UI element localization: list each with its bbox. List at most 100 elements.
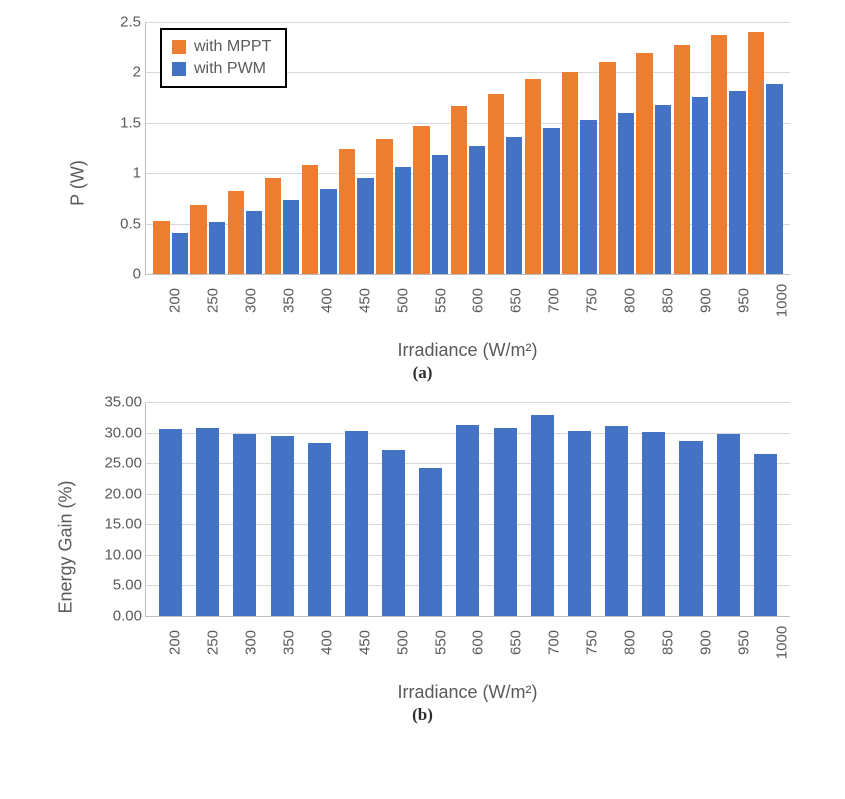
chart-a-xlabel: Irradiance (W/m²) — [145, 340, 790, 361]
chart-a-bar-group — [487, 22, 524, 274]
chart-b-bar — [419, 468, 442, 616]
chart-b-bar-group — [412, 402, 449, 616]
chart-b-xtick: 250 — [183, 623, 221, 683]
chart-b-xtick-label: 300 — [220, 630, 259, 655]
chart-b-bar — [679, 441, 702, 616]
chart-b-bar-group — [152, 402, 189, 616]
figure-page: P (W) 00.511.522.5 with MPPT with PWM 20… — [0, 0, 845, 799]
chart-b-xtick: 550 — [411, 623, 449, 683]
chart-a-xtick: 800 — [600, 281, 638, 341]
legend-label-pwm: with PWM — [194, 60, 266, 78]
chart-b-xticks: 2002503003504004505005506006507007508008… — [145, 623, 790, 683]
chart-a-xtick-label: 850 — [638, 288, 677, 313]
chart-a-xtick-label: 950 — [714, 288, 753, 313]
chart-b-bar — [308, 443, 331, 616]
chart-b-xtick: 750 — [562, 623, 600, 683]
chart-b-bar-group — [375, 402, 412, 616]
chart-b-bar-group — [189, 402, 226, 616]
chart-a-bar-group — [598, 22, 635, 274]
chart-b-xtick: 900 — [676, 623, 714, 683]
chart-b-xtick-label: 350 — [258, 630, 297, 655]
chart-a-ytick: 2.5 — [101, 14, 141, 31]
chart-a-bar — [451, 106, 467, 274]
chart-b-ylabel: Energy Gain (%) — [56, 480, 77, 613]
chart-b-bar-group — [561, 402, 598, 616]
chart-a-bar — [766, 84, 782, 275]
chart-a-bar — [599, 62, 615, 274]
chart-a-bar — [153, 221, 169, 274]
chart-b-bar — [345, 431, 368, 616]
chart-a-bar — [190, 205, 206, 274]
chart-a-xtick: 400 — [297, 281, 335, 341]
chart-a-bar — [711, 35, 727, 274]
chart-a-xtick: 300 — [221, 281, 259, 341]
chart-a-xtick: 500 — [373, 281, 411, 341]
chart-b-bar — [531, 415, 554, 616]
chart-b-xtick: 800 — [600, 623, 638, 683]
chart-b-bar — [568, 431, 591, 616]
chart-a-bar — [172, 233, 188, 274]
chart-a-bar — [320, 189, 336, 274]
chart-b-ytick: 20.00 — [94, 485, 142, 502]
chart-b-xtick: 700 — [524, 623, 562, 683]
chart-b-ytick: 0.00 — [94, 608, 142, 625]
chart-b-bar-group — [487, 402, 524, 616]
chart-a-bar — [432, 155, 448, 274]
chart-a-bar-group — [672, 22, 709, 274]
chart-b-xtick: 200 — [145, 623, 183, 683]
chart-a-xtick: 450 — [335, 281, 373, 341]
chart-a-xtick: 950 — [714, 281, 752, 341]
chart-b-xtick: 400 — [297, 623, 335, 683]
chart-a-ytick: 2 — [101, 64, 141, 81]
chart-b-xtick: 500 — [373, 623, 411, 683]
chart-b-bar-group — [747, 402, 784, 616]
chart-a-bar — [302, 165, 318, 274]
chart-a-xtick-label: 250 — [182, 288, 221, 313]
chart-a-bar — [618, 113, 634, 274]
chart-a-bar — [469, 146, 485, 274]
chart-a: P (W) 00.511.522.5 with MPPT with PWM 20… — [60, 10, 800, 355]
chart-b-xtick: 1000 — [752, 623, 790, 683]
chart-b-xtick: 350 — [259, 623, 297, 683]
chart-b-ytick: 10.00 — [94, 546, 142, 563]
chart-b-xtick-label: 600 — [448, 630, 487, 655]
chart-b-bar-group — [226, 402, 263, 616]
chart-a-bar — [729, 91, 745, 274]
chart-a-bar — [525, 79, 541, 274]
chart-a-bar-group — [301, 22, 338, 274]
chart-a-legend: with MPPT with PWM — [160, 28, 287, 88]
chart-b-bar — [494, 428, 517, 616]
chart-a-bar-group — [710, 22, 747, 274]
chart-b-bar — [754, 454, 777, 616]
chart-a-xtick-label: 900 — [676, 288, 715, 313]
legend-swatch-pwm — [172, 62, 186, 76]
chart-a-bar — [674, 45, 690, 274]
chart-a-ytick: 1 — [101, 165, 141, 182]
chart-a-xtick-label: 750 — [562, 288, 601, 313]
chart-b-xtick-label: 900 — [676, 630, 715, 655]
chart-b-xtick-label: 850 — [638, 630, 677, 655]
chart-b-xtick-label: 250 — [182, 630, 221, 655]
legend-item-mppt: with MPPT — [172, 36, 271, 58]
chart-a-bar — [209, 222, 225, 274]
chart-b-bar-group — [449, 402, 486, 616]
chart-b-bars — [146, 402, 790, 616]
chart-a-bar — [562, 72, 578, 274]
chart-a-xtick-label: 300 — [220, 288, 259, 313]
chart-b-xlabel: Irradiance (W/m²) — [145, 682, 790, 703]
chart-a-bar — [506, 137, 522, 274]
chart-a-xtick-label: 650 — [486, 288, 525, 313]
chart-b-bar-group — [598, 402, 635, 616]
legend-swatch-mppt — [172, 40, 186, 54]
chart-b-bar — [159, 429, 182, 616]
chart-a-xtick-label: 350 — [258, 288, 297, 313]
chart-b-xtick-label: 200 — [144, 630, 183, 655]
chart-a-xtick: 1000 — [752, 281, 790, 341]
chart-b-plot: 0.005.0010.0015.0020.0025.0030.0035.00 — [145, 402, 790, 617]
chart-a-bar-group — [449, 22, 486, 274]
chart-a-xtick-label: 600 — [448, 288, 487, 313]
chart-a-xtick: 650 — [486, 281, 524, 341]
chart-a-bar — [246, 211, 262, 275]
chart-a-xtick: 750 — [562, 281, 600, 341]
chart-a-bar — [413, 126, 429, 274]
